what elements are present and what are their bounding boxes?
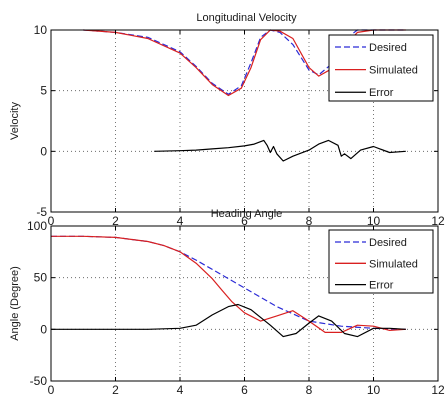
- chart1-x-tick-label: 0: [48, 214, 55, 228]
- chart1-x-tick-label: 2: [112, 214, 119, 228]
- chart2-legend-label-simulated: Simulated: [369, 258, 418, 270]
- chart2-series-desired-line: [51, 235, 406, 330]
- chart1-title: Longitudinal Velocity: [196, 12, 297, 24]
- chart1-y-axis-label: Velocity: [9, 102, 21, 140]
- chart2-series-error-line: [51, 303, 406, 338]
- chart1-y-tick-label: -5: [36, 205, 47, 219]
- chart2-y-tick-label: 100: [27, 219, 47, 233]
- chart2-x-tick-label: 8: [306, 383, 313, 397]
- chart2-x-tick-label: 6: [241, 383, 248, 397]
- chart1-x-tick-label: 10: [367, 214, 381, 228]
- chart2-y-tick-label: -50: [30, 374, 48, 388]
- chart2-x-tick-label: 10: [367, 383, 381, 397]
- chart1-y-tick-label: 0: [40, 144, 47, 158]
- chart2-x-tick-label: 0: [48, 383, 55, 397]
- chart1-y-tick-label: 10: [34, 23, 48, 37]
- chart1-x-tick-label: 8: [306, 214, 313, 228]
- chart1-x-tick-label: 4: [177, 214, 184, 228]
- chart2-title: Heading Angle: [211, 208, 283, 220]
- chart2-y-axis-label: Angle (Degree): [9, 266, 21, 341]
- chart2-y-tick-label: 50: [34, 271, 48, 285]
- chart2-legend: [328, 229, 434, 294]
- chart2-y-tick-label: 0: [40, 322, 47, 336]
- chart1-legend: [328, 34, 434, 102]
- chart1-x-tick-label: 6: [241, 214, 248, 228]
- chart1-legend-label-desired: Desired: [369, 42, 407, 54]
- chart1-series-error-line: [154, 139, 406, 162]
- chart1-y-tick-label: 5: [40, 84, 47, 98]
- chart2-x-tick-label: 4: [177, 383, 184, 397]
- chart2-x-tick-label: 2: [112, 383, 119, 397]
- chart2-legend-label-desired: Desired: [369, 237, 407, 249]
- chart2-series-simulated-line: [51, 235, 406, 333]
- chart2-legend-label-error: Error: [369, 280, 394, 292]
- chart1-legend-label-error: Error: [369, 87, 394, 99]
- chart2-x-tick-label: 12: [431, 383, 445, 397]
- chart1-legend-label-simulated: Simulated: [369, 65, 418, 77]
- chart1-x-tick-label: 12: [431, 214, 445, 228]
